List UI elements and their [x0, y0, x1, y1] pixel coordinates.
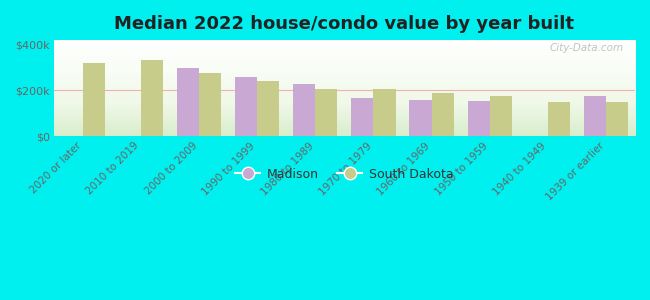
Bar	[235, 77, 257, 136]
Bar	[315, 88, 337, 136]
Text: City-Data.com: City-Data.com	[549, 43, 623, 53]
Bar	[293, 84, 315, 136]
Bar	[489, 95, 512, 136]
Bar	[177, 68, 199, 136]
Bar	[432, 93, 454, 136]
Bar	[199, 73, 221, 136]
Legend: Madison, South Dakota: Madison, South Dakota	[231, 163, 458, 186]
Bar	[467, 101, 489, 136]
Bar	[584, 95, 606, 136]
Bar	[352, 98, 374, 136]
Bar	[141, 60, 163, 136]
Bar	[374, 89, 396, 136]
Bar	[257, 81, 280, 136]
Bar	[83, 63, 105, 136]
Bar	[606, 102, 628, 136]
Bar	[548, 102, 570, 136]
Title: Median 2022 house/condo value by year built: Median 2022 house/condo value by year bu…	[114, 15, 575, 33]
Bar	[410, 100, 432, 136]
